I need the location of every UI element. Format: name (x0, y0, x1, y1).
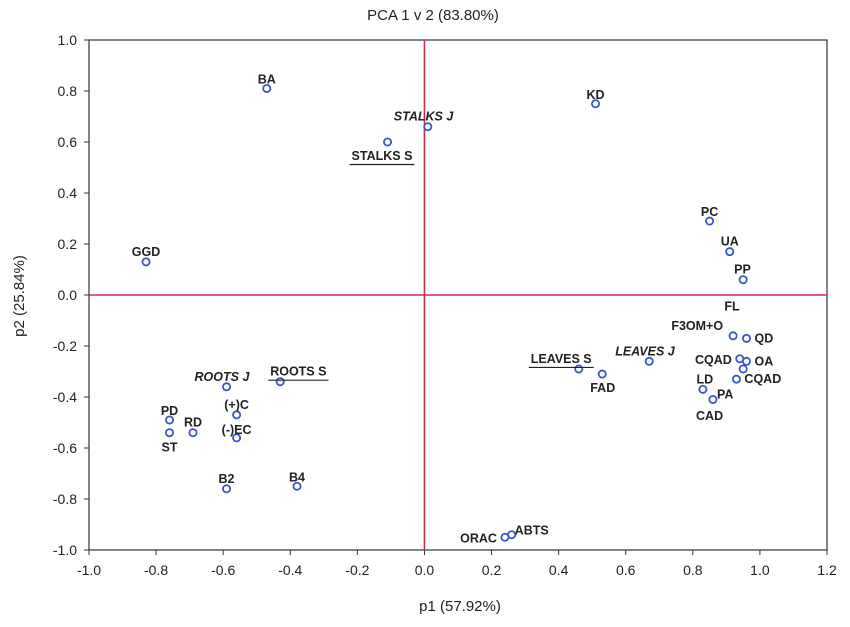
data-points (141, 83, 751, 542)
y-tick-label: -0.6 (53, 440, 77, 456)
reference-lines (89, 40, 827, 550)
x-tick-label: -0.6 (211, 562, 235, 578)
data-point-label: ABTS (515, 524, 549, 538)
y-axis-ticks: 1.0 0.8 0.6 0.4 0.2 0.0 -0.2 -0.4 -0.6 -0.8 -1.0 (53, 32, 89, 558)
data-point-label: CAD (696, 409, 723, 423)
y-tick-label: -0.2 (53, 338, 77, 354)
data-point-marker (275, 377, 285, 387)
x-tick-label: -0.4 (278, 562, 302, 578)
y-tick-label: 0.6 (58, 134, 78, 150)
data-point-label: QD (754, 331, 773, 345)
data-point-label: LEAVES S (531, 352, 592, 366)
data-point-label: PA (717, 388, 733, 402)
x-tick-label: -0.2 (345, 562, 369, 578)
data-point-marker (728, 331, 738, 341)
data-point-marker (262, 83, 272, 93)
data-point-marker (741, 356, 751, 366)
data-point-label: OA (754, 354, 773, 368)
data-point-label: B2 (219, 472, 235, 486)
y-tick-label: -0.8 (53, 491, 77, 507)
data-point-label: CQAD (695, 353, 732, 367)
data-point-marker (705, 216, 715, 226)
y-tick-label: 1.0 (58, 32, 78, 48)
data-point-marker (708, 395, 718, 405)
x-axis-title: p1 (57.92%) (419, 598, 501, 615)
data-point-label: PC (701, 205, 718, 219)
data-point-marker (165, 428, 175, 438)
data-point-label: PP (734, 263, 751, 277)
data-point-label: ST (162, 441, 178, 455)
y-tick-label: 0.2 (58, 236, 78, 252)
y-axis-title: p2 (25.84%) (11, 255, 28, 337)
data-point-label: ORAC (460, 531, 497, 545)
data-point-marker (738, 275, 748, 285)
data-point-label: LD (697, 372, 714, 386)
x-tick-label: -0.8 (144, 562, 168, 578)
data-point-label: STALKS S (352, 149, 413, 163)
data-point-marker (597, 369, 607, 379)
x-tick-label: 0.4 (549, 562, 569, 578)
data-point-label: RD (184, 416, 202, 430)
x-tick-label: 0.2 (482, 562, 502, 578)
y-tick-label: 0.8 (58, 83, 78, 99)
y-tick-label: 0.0 (58, 287, 78, 303)
data-point-marker (292, 481, 302, 491)
data-point-label: BA (258, 72, 276, 86)
data-point-marker (165, 415, 175, 425)
data-point-marker (698, 384, 708, 394)
y-tick-label: -0.4 (53, 389, 77, 405)
data-point-label: PD (161, 404, 178, 418)
data-point-marker (141, 257, 151, 267)
x-tick-label: 0.0 (415, 562, 435, 578)
data-point-marker (738, 364, 748, 374)
data-point-label: LEAVES J (615, 344, 676, 358)
data-point-label: B4 (289, 470, 305, 484)
data-point-label: ROOTS S (270, 365, 326, 379)
data-point-label: (+)C (224, 398, 249, 412)
data-point-marker (574, 364, 584, 374)
data-point-label: FAD (590, 381, 615, 395)
x-axis-ticks: -1.0 -0.8 -0.6 -0.4 -0.2 0.0 0.2 0.4 0.6 0.8 1.0 1.… (77, 550, 837, 578)
data-point-marker (222, 484, 232, 494)
chart-title: PCA 1 v 2 (83.80%) (367, 7, 499, 24)
y-tick-label: 0.4 (58, 185, 78, 201)
data-point-marker (383, 137, 393, 147)
data-point-marker (644, 356, 654, 366)
data-point-label: (-)EC (222, 423, 252, 437)
data-point-label: STALKS J (394, 110, 455, 124)
x-tick-label: 0.6 (616, 562, 636, 578)
data-point-marker (507, 530, 517, 540)
data-point-label: GGD (132, 245, 160, 259)
data-point-label: ROOTS J (195, 370, 251, 384)
data-point-label: F3OM+O (671, 319, 723, 333)
data-point-marker (741, 333, 751, 343)
data-point-marker (725, 247, 735, 257)
data-point-label: UA (721, 235, 739, 249)
data-point-marker (591, 99, 601, 109)
data-point-marker (232, 433, 242, 443)
data-point-label: FL (724, 300, 740, 314)
y-tick-label: -1.0 (53, 542, 77, 558)
x-tick-label: 0.8 (683, 562, 703, 578)
data-point-marker (232, 410, 242, 420)
x-tick-label: -1.0 (77, 562, 101, 578)
data-point-marker (423, 122, 433, 132)
data-point-marker (222, 382, 232, 392)
x-tick-label: 1.0 (750, 562, 770, 578)
data-point-marker (188, 428, 198, 438)
x-tick-label: 1.2 (817, 562, 837, 578)
data-point-label: KD (587, 88, 605, 102)
data-point-label: CQAD (744, 372, 781, 386)
data-point-marker (731, 374, 741, 384)
